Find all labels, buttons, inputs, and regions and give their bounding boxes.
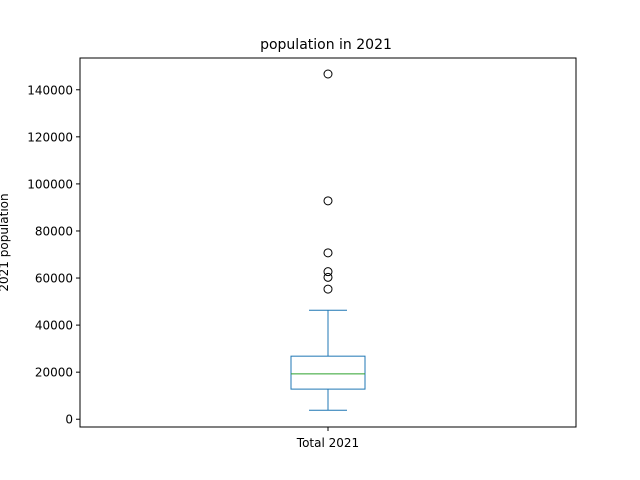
y-tick-label: 140000 (27, 83, 73, 97)
plot-area: 0 20000 40000 60000 80000 100000 120000 140000 T… (27, 69, 366, 450)
y-tick-label: 80000 (35, 224, 73, 238)
y-tick-label: 120000 (27, 130, 73, 144)
outlier-point (323, 272, 333, 282)
outlier-point (323, 69, 333, 79)
y-tick-label: 40000 (35, 319, 73, 333)
chart-title: population in 2021 (260, 37, 392, 53)
y-axis-label: 2021 population (0, 193, 11, 291)
y-tick-label: 100000 (27, 177, 73, 191)
y-tick-label: 20000 (35, 366, 73, 380)
outlier-point (323, 284, 333, 294)
outlier-point (323, 248, 333, 258)
y-tick-label: 60000 (35, 272, 73, 286)
x-tick-label: Total 2021 (296, 436, 359, 450)
iqr-box (290, 355, 366, 390)
axes-frame (79, 57, 577, 428)
outlier-point (323, 267, 333, 277)
outlier-point (323, 196, 333, 206)
y-tick-label: 0 (65, 413, 73, 427)
